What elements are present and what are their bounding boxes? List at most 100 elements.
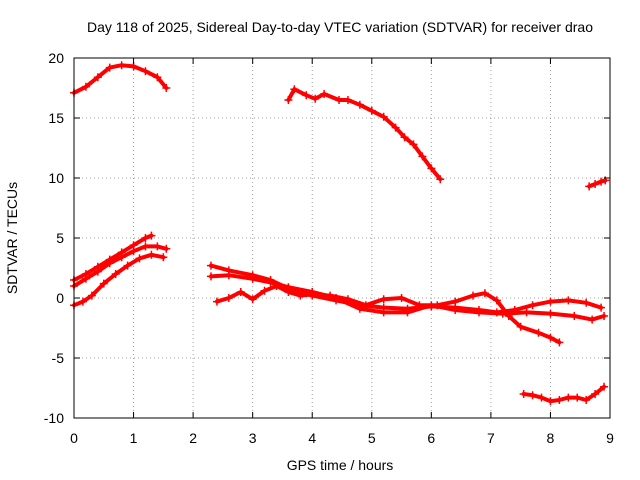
data-point (105, 259, 114, 268)
y-tick-label: -10 (44, 410, 64, 426)
data-point (418, 152, 427, 161)
series-arc-1 (70, 61, 171, 97)
data-point (427, 164, 436, 173)
data-point (302, 91, 311, 100)
data-point (564, 393, 573, 402)
data-point (117, 253, 126, 262)
data-point (355, 100, 364, 109)
data-point (141, 234, 150, 242)
data-point (87, 291, 96, 300)
data-point (320, 90, 329, 98)
data-point (129, 247, 138, 256)
data-point (397, 294, 406, 302)
data-point (361, 301, 370, 310)
data-point (409, 140, 418, 149)
data-point (597, 303, 606, 312)
data-point (141, 67, 150, 76)
data-point (451, 306, 460, 314)
data-point (224, 271, 233, 280)
data-point (224, 294, 233, 302)
data-point (81, 274, 90, 283)
x-tick-label: 0 (70, 430, 78, 446)
data-point (415, 301, 424, 310)
gridlines (74, 58, 610, 418)
data-point (588, 315, 597, 324)
data-point (436, 175, 445, 184)
data-point (284, 96, 293, 104)
data-point (206, 272, 215, 281)
data-point (564, 296, 573, 305)
x-tick-label: 2 (189, 430, 197, 446)
data-point (528, 391, 537, 400)
data-point (597, 177, 606, 186)
chart-title: Day 118 of 2025, Sidereal Day-to-day VTE… (87, 19, 593, 35)
data-point (591, 390, 600, 398)
data-point (516, 322, 525, 331)
data-point (492, 296, 501, 305)
data-point (585, 182, 594, 191)
data-point (284, 288, 293, 296)
data-point (582, 298, 591, 307)
data-point (147, 231, 156, 240)
data-point (379, 295, 388, 304)
data-point (311, 94, 320, 103)
y-tick-label: -5 (52, 350, 65, 366)
data-point (260, 286, 269, 295)
data-point (474, 308, 483, 317)
data-point (81, 82, 90, 91)
data-point (546, 297, 555, 306)
x-tick-label: 1 (130, 430, 138, 446)
data-point (573, 393, 582, 402)
data-point (591, 180, 600, 188)
data-point (153, 73, 162, 82)
y-axis-label: SDTVAR / TECUs (4, 182, 20, 294)
y-tick-label: 15 (48, 110, 64, 126)
data-point (296, 291, 305, 300)
data-point (555, 396, 564, 404)
data-point (570, 312, 579, 320)
data-point (135, 254, 144, 263)
data-point (248, 295, 257, 304)
data-point (326, 291, 335, 300)
data-point (99, 279, 108, 288)
series-line (286, 87, 443, 182)
data-point (141, 242, 150, 251)
data-point (379, 308, 388, 317)
data-point (162, 84, 171, 92)
data-point (266, 278, 275, 287)
data-point (93, 73, 102, 82)
data-point (206, 261, 215, 270)
x-tick-label: 7 (487, 430, 495, 446)
data-point (600, 382, 609, 391)
series-line (72, 63, 169, 95)
data-point (546, 309, 555, 318)
data-point (123, 261, 132, 270)
data-point (355, 304, 364, 313)
series-line (72, 233, 154, 282)
x-tick-label: 4 (308, 430, 316, 446)
data-point (534, 328, 543, 337)
x-tick-label: 3 (249, 430, 257, 446)
axis-ticks: 0 1 2 3 4 5 6 7 8 9 -10 -5 0 5 10 15 20 (44, 50, 614, 446)
data-point (93, 267, 102, 276)
data-point (400, 133, 409, 142)
data-point (153, 242, 162, 251)
data-point (546, 333, 555, 342)
data-point (555, 338, 564, 347)
data-point (582, 396, 591, 404)
data-point (403, 308, 412, 317)
data-point (212, 297, 221, 306)
data-point (308, 290, 317, 299)
data-point (272, 282, 281, 290)
data-series (70, 61, 610, 406)
data-point (147, 250, 156, 259)
data-point (111, 270, 120, 278)
data-point (78, 297, 87, 306)
y-tick-label: 5 (56, 230, 64, 246)
data-point (451, 297, 460, 306)
data-point (335, 96, 344, 104)
data-point (469, 291, 478, 300)
data-point (379, 112, 388, 121)
data-point (159, 253, 168, 262)
